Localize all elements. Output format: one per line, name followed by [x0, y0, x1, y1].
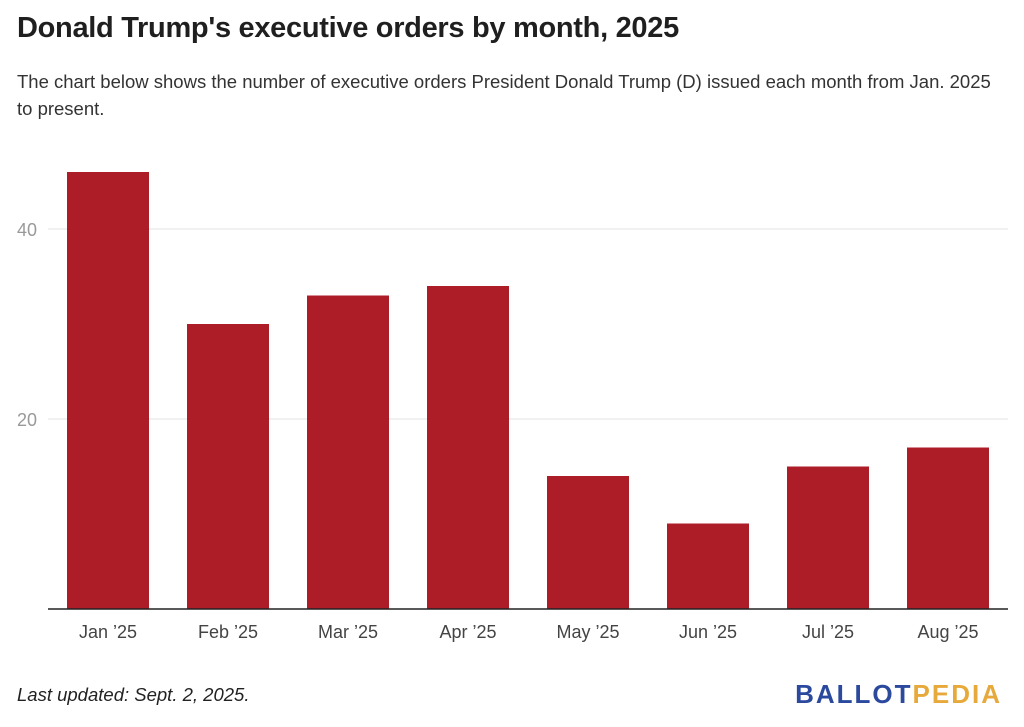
bar	[67, 172, 149, 609]
x-category-label: Jan ’25	[79, 622, 137, 642]
x-category-label: Apr ’25	[439, 622, 496, 642]
bar	[667, 523, 749, 609]
last-updated-note: Last updated: Sept. 2, 2025.	[17, 684, 250, 705]
ballotpedia-logo[interactable]: BALLOTPEDIA	[795, 679, 1002, 710]
x-category-label: Jul ’25	[802, 622, 854, 642]
y-tick-label: 20	[17, 410, 37, 430]
bar	[547, 476, 629, 609]
chart-subtitle: The chart below shows the number of exec…	[17, 71, 991, 119]
x-category-label: May ’25	[556, 622, 619, 642]
y-tick-label: 40	[17, 220, 37, 240]
bar	[187, 324, 269, 609]
chart-title: Donald Trump's executive orders by month…	[17, 12, 679, 44]
bar	[427, 286, 509, 609]
x-category-label: Aug ’25	[917, 622, 978, 642]
x-category-label: Mar ’25	[318, 622, 378, 642]
bar	[907, 447, 989, 609]
logo-part-ballot: BALLOT	[795, 679, 913, 709]
bar	[307, 295, 389, 609]
bar	[787, 466, 869, 609]
x-category-label: Feb ’25	[198, 622, 258, 642]
x-category-label: Jun ’25	[679, 622, 737, 642]
logo-part-pedia: PEDIA	[912, 679, 1002, 709]
